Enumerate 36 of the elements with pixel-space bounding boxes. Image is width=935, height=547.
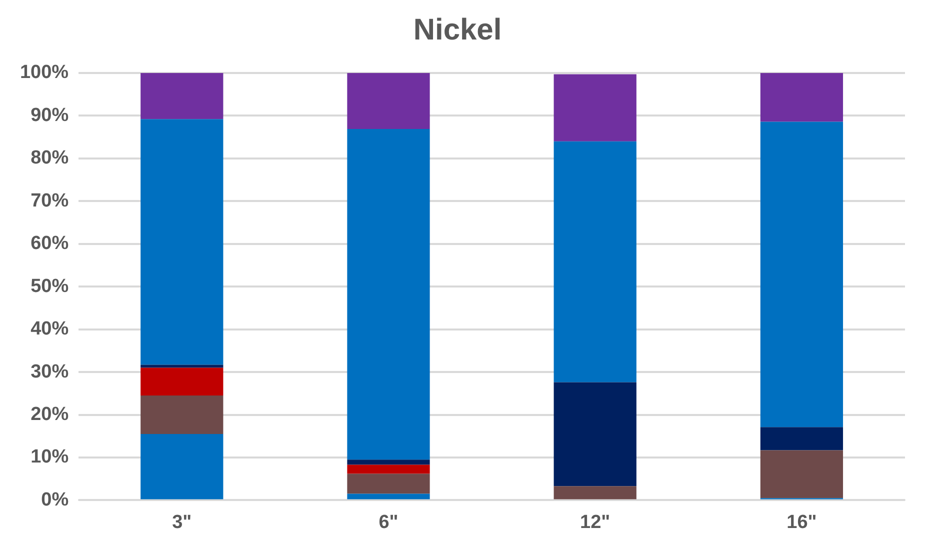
bar <box>140 119 224 365</box>
y-tick-label: 70% <box>30 190 69 212</box>
bar <box>347 474 430 494</box>
bar <box>554 486 636 500</box>
y-tick-label: 90% <box>30 104 69 126</box>
chart-title: Nickel <box>413 13 502 46</box>
bar <box>140 364 224 368</box>
y-tick-label: 20% <box>30 404 69 425</box>
y-tick-label: 100% <box>20 62 69 84</box>
bar <box>760 450 844 498</box>
y-tick-label: 50% <box>30 276 69 297</box>
x-tick-label: 16" <box>786 512 817 533</box>
bar <box>760 73 844 122</box>
y-tick-label: 0% <box>41 489 69 510</box>
bar <box>140 434 224 500</box>
bar <box>554 74 636 142</box>
bar <box>140 73 224 120</box>
bar <box>760 122 844 428</box>
y-tick-label: 40% <box>30 318 69 340</box>
bar <box>140 368 224 396</box>
bar <box>760 427 844 450</box>
bar <box>347 128 430 460</box>
bar <box>347 460 430 465</box>
y-tick-label: 60% <box>30 233 69 254</box>
bar <box>347 73 430 129</box>
bar <box>554 382 636 486</box>
bar <box>347 464 430 474</box>
x-tick-label: 3" <box>172 512 192 533</box>
bar <box>554 141 636 382</box>
x-tick-label: 12" <box>580 512 610 533</box>
y-tick-label: 10% <box>30 446 69 468</box>
y-tick-label: 30% <box>30 361 69 382</box>
y-tick-label: 80% <box>30 148 69 169</box>
bar <box>140 396 224 434</box>
x-tick-label: 6" <box>378 512 398 533</box>
bar <box>347 494 430 500</box>
